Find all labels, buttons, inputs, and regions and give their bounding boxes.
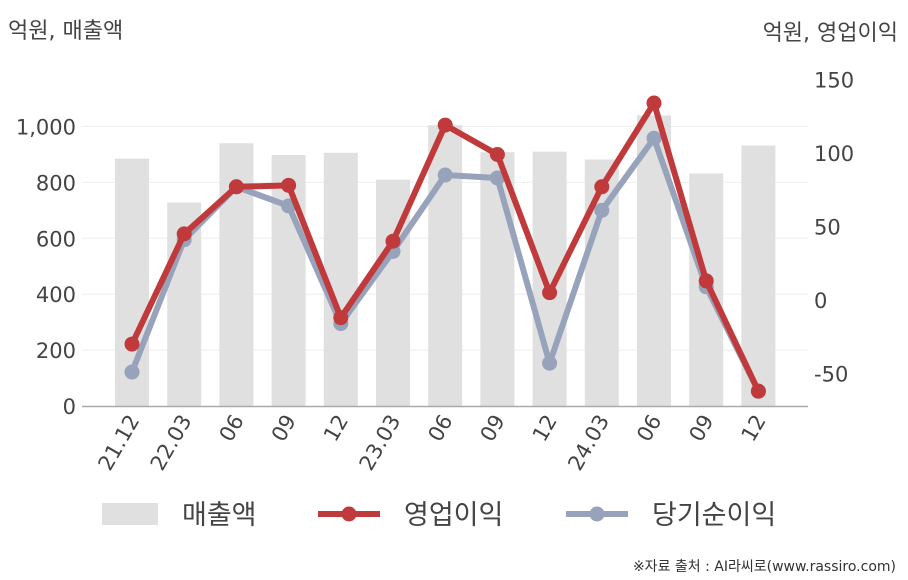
left-tick-label: 400 bbox=[36, 283, 76, 307]
bar-매출액 bbox=[323, 152, 358, 406]
x-tick-label: 23.03 bbox=[354, 411, 405, 475]
x-tick-label: 12 bbox=[528, 411, 562, 446]
point-영업이익 bbox=[385, 233, 401, 249]
left-tick-label: 0 bbox=[63, 395, 76, 419]
point-영업이익 bbox=[594, 179, 610, 195]
line-series bbox=[124, 95, 766, 399]
right-tick-label: 100 bbox=[814, 142, 854, 166]
point-당기순이익 bbox=[124, 364, 140, 380]
point-영업이익 bbox=[542, 285, 558, 301]
point-영업이익 bbox=[333, 310, 349, 326]
x-tick-label: 24.03 bbox=[563, 411, 614, 475]
left-axis-unit: 억원, 매출액 bbox=[8, 19, 123, 44]
x-tick-label: 21.12 bbox=[93, 411, 144, 475]
x-tick-label: 09 bbox=[476, 411, 510, 446]
x-tick-label: 09 bbox=[684, 411, 718, 446]
x-tick-label: 12 bbox=[737, 411, 771, 446]
bar-매출액 bbox=[480, 152, 515, 406]
left-tick-label: 1,000 bbox=[16, 116, 76, 140]
legend-swatch-매출액 bbox=[102, 503, 158, 525]
legend-label: 당기순이익 bbox=[652, 500, 776, 531]
legend-label: 영업이익 bbox=[404, 500, 503, 531]
right-axis-ticks: -50 0 50 100 150 bbox=[814, 69, 854, 387]
point-당기순이익 bbox=[646, 130, 662, 146]
right-tick-label: 50 bbox=[814, 216, 841, 240]
x-tick-label: 06 bbox=[215, 411, 249, 446]
left-tick-label: 800 bbox=[36, 171, 76, 195]
x-tick-label: 06 bbox=[423, 411, 457, 446]
left-axis-ticks: 0 200 400 600 800 1,000 bbox=[16, 116, 76, 420]
point-당기순이익 bbox=[594, 202, 610, 218]
point-영업이익 bbox=[750, 383, 766, 399]
source-note: ※자료 출처 : AI라씨로(www.rassiro.com) bbox=[633, 559, 896, 575]
right-axis-unit: 억원, 영업이익 bbox=[763, 21, 898, 46]
left-tick-label: 200 bbox=[36, 339, 76, 363]
point-영업이익 bbox=[489, 146, 505, 162]
legend-label: 매출액 bbox=[182, 500, 257, 531]
point-영업이익 bbox=[698, 273, 714, 289]
legend-marker-당기순이익 bbox=[589, 506, 605, 522]
point-영업이익 bbox=[281, 177, 297, 193]
bar-series bbox=[115, 115, 776, 407]
point-영업이익 bbox=[176, 226, 192, 242]
bar-매출액 bbox=[428, 125, 463, 406]
legend-marker-영업이익 bbox=[341, 506, 357, 522]
left-tick-label: 600 bbox=[36, 227, 76, 251]
point-영업이익 bbox=[124, 336, 140, 352]
bar-매출액 bbox=[584, 159, 619, 406]
point-당기순이익 bbox=[437, 167, 453, 183]
point-당기순이익 bbox=[542, 355, 558, 371]
x-axis-ticks: 21.12 22.03 06 09 12 23.03 06 09 12 24.03 06 09 12 bbox=[93, 411, 770, 475]
bar-매출액 bbox=[271, 155, 306, 406]
point-당기순이익 bbox=[489, 170, 505, 186]
right-tick-label: 0 bbox=[814, 289, 827, 313]
legend: 매출액 영업이익 당기순이익 bbox=[102, 500, 776, 531]
x-tick-label: 09 bbox=[267, 411, 301, 446]
x-tick-label: 12 bbox=[319, 411, 353, 446]
point-영업이익 bbox=[437, 117, 453, 133]
right-tick-label: -50 bbox=[814, 363, 848, 387]
point-영업이익 bbox=[646, 95, 662, 111]
point-영업이익 bbox=[228, 179, 244, 195]
x-tick-label: 06 bbox=[632, 411, 666, 446]
x-tick-label: 22.03 bbox=[146, 411, 197, 475]
right-tick-label: 150 bbox=[814, 69, 854, 93]
